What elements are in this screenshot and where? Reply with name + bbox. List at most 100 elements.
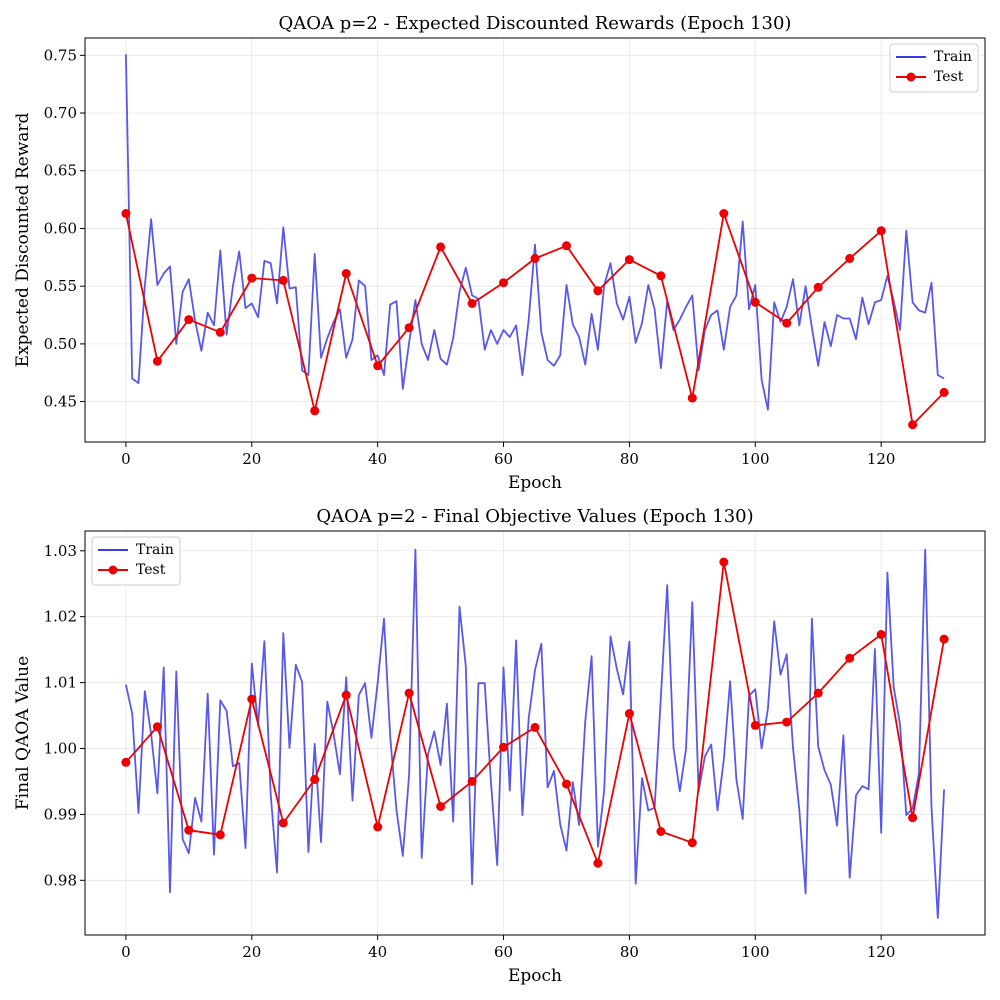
- x-tick-label: 100: [741, 943, 770, 961]
- test-data-point: [624, 255, 634, 265]
- test-data-point: [624, 709, 634, 719]
- legend-test-marker: [906, 72, 916, 82]
- test-data-point: [813, 688, 823, 698]
- test-data-point: [404, 323, 414, 333]
- grid-lines: [85, 531, 985, 935]
- x-tick-label: 20: [242, 943, 261, 961]
- y-tick-label: 1.02: [44, 608, 77, 626]
- test-data-point: [373, 361, 383, 371]
- legend: Train Test: [91, 536, 181, 586]
- plot-frame: [84, 37, 986, 443]
- y-tick-label: 0.60: [44, 219, 77, 237]
- y-axis-ticks: 0.45 0.50 0.55 0.60 0.65 0.70 0.75: [44, 46, 85, 411]
- test-data-point: [656, 271, 666, 281]
- x-tick-label: 80: [620, 450, 639, 468]
- test-data-point: [876, 630, 886, 639]
- y-axis-label: Expected Discounted Reward: [13, 112, 33, 367]
- test-data-point: [593, 858, 603, 868]
- legend-test-label: Test: [934, 69, 964, 85]
- test-data-point: [939, 387, 949, 397]
- test-data-point: [499, 278, 508, 288]
- test-data-point: [530, 722, 540, 732]
- test-data-point: [121, 209, 131, 218]
- plot-frame: [84, 530, 986, 936]
- y-tick-label: 0.70: [44, 104, 77, 122]
- test-data-point: [247, 694, 257, 704]
- test-data-point: [467, 776, 477, 786]
- test-data-point: [184, 825, 194, 835]
- test-data-point: [813, 282, 823, 292]
- chart-final-objective-values: QAOA p=2 - Final Objective Values (Epoch…: [13, 506, 986, 986]
- test-data-point: [687, 838, 697, 848]
- legend-train-label: Train: [136, 542, 174, 558]
- x-axis-ticks: 0 20 40 60 80 100 120: [121, 935, 895, 961]
- test-data-point: [121, 757, 131, 767]
- test-data-point: [876, 226, 886, 236]
- x-tick-label: 40: [368, 943, 387, 961]
- x-tick-label: 80: [620, 943, 639, 961]
- x-tick-label: 120: [867, 450, 896, 468]
- y-tick-label: 1.01: [44, 674, 77, 692]
- test-data-point: [341, 269, 351, 278]
- test-data-point: [310, 406, 320, 416]
- y-tick-label: 1.03: [44, 542, 77, 560]
- test-data-point: [750, 297, 760, 307]
- chart-title: QAOA p=2 - Final Objective Values (Epoch…: [316, 506, 753, 527]
- test-data-point: [562, 779, 571, 789]
- chart-expected-discounted-rewards: QAOA p=2 - Expected Discounted Rewards (…: [13, 13, 986, 493]
- test-data-point: [152, 722, 162, 732]
- test-data-point: [719, 557, 729, 567]
- test-data-point: [656, 827, 666, 836]
- x-tick-label: 20: [242, 450, 261, 468]
- legend: Train Test: [889, 43, 979, 93]
- test-data-point: [152, 356, 162, 366]
- y-axis-ticks: 0.98 0.99 1.00 1.01 1.02 1.03: [44, 542, 85, 889]
- test-data-point: [845, 254, 855, 263]
- x-tick-label: 120: [867, 943, 896, 961]
- y-tick-label: 0.65: [44, 162, 77, 180]
- x-tick-label: 0: [121, 943, 131, 961]
- legend-train-label: Train: [934, 49, 972, 65]
- test-data-point: [530, 254, 540, 263]
- test-data-point: [782, 318, 792, 328]
- test-data-point: [184, 315, 194, 325]
- test-data-point: [687, 393, 697, 403]
- test-data-point: [215, 830, 225, 840]
- x-tick-label: 60: [494, 450, 513, 468]
- test-data-point: [593, 286, 603, 296]
- x-axis-ticks: 0 20 40 60 80 100 120: [121, 442, 895, 468]
- test-data-point: [467, 299, 477, 308]
- x-tick-label: 0: [121, 450, 131, 468]
- x-tick-label: 100: [741, 450, 770, 468]
- y-axis-label: Final QAOA Value: [13, 656, 33, 810]
- legend-test-label: Test: [136, 562, 166, 578]
- y-tick-label: 1.00: [44, 739, 77, 757]
- test-data-point: [845, 653, 855, 663]
- test-data-point: [310, 775, 320, 784]
- test-data-point: [782, 717, 792, 727]
- x-tick-label: 40: [368, 450, 387, 468]
- test-data-point: [373, 822, 383, 832]
- x-axis-label: Epoch: [508, 966, 562, 986]
- legend-test-marker: [108, 565, 118, 575]
- y-tick-label: 0.45: [44, 393, 77, 411]
- chart-title: QAOA p=2 - Expected Discounted Rewards (…: [279, 13, 792, 34]
- test-data-point: [908, 813, 918, 823]
- plot-series: [121, 548, 949, 919]
- y-tick-label: 0.98: [44, 871, 77, 889]
- train-series-line: [125, 548, 945, 919]
- test-data-point: [278, 275, 288, 285]
- x-axis-label: Epoch: [508, 473, 562, 493]
- test-data-point: [750, 720, 760, 730]
- test-data-point: [562, 241, 571, 251]
- test-data-point: [278, 818, 288, 828]
- y-tick-label: 0.55: [44, 277, 77, 295]
- grid-lines: [85, 38, 985, 442]
- x-tick-label: 60: [494, 943, 513, 961]
- y-tick-label: 0.99: [44, 805, 77, 823]
- test-data-point: [247, 273, 257, 283]
- test-data-point: [436, 242, 446, 252]
- y-tick-label: 0.75: [44, 46, 77, 64]
